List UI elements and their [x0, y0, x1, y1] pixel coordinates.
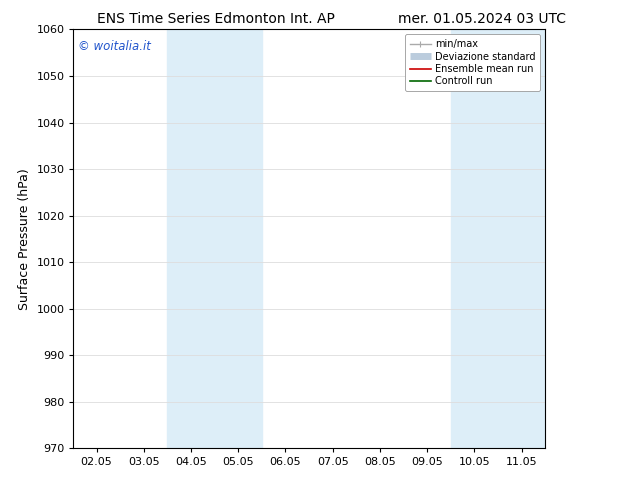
Text: © woitalia.it: © woitalia.it	[77, 40, 150, 53]
Bar	[167, 29, 262, 448]
Text: mer. 01.05.2024 03 UTC: mer. 01.05.2024 03 UTC	[398, 12, 566, 26]
Legend: min/max, Deviazione standard, Ensemble mean run, Controll run: min/max, Deviazione standard, Ensemble m…	[405, 34, 540, 91]
Y-axis label: Surface Pressure (hPa): Surface Pressure (hPa)	[18, 168, 31, 310]
Text: ENS Time Series Edmonton Int. AP: ENS Time Series Edmonton Int. AP	[96, 12, 335, 26]
Bar	[451, 29, 545, 448]
